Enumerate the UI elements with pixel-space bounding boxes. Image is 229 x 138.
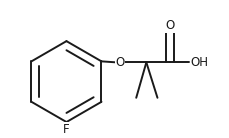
- Text: OH: OH: [190, 56, 208, 69]
- Text: O: O: [164, 19, 173, 32]
- Text: F: F: [63, 123, 69, 136]
- Text: O: O: [115, 56, 124, 69]
